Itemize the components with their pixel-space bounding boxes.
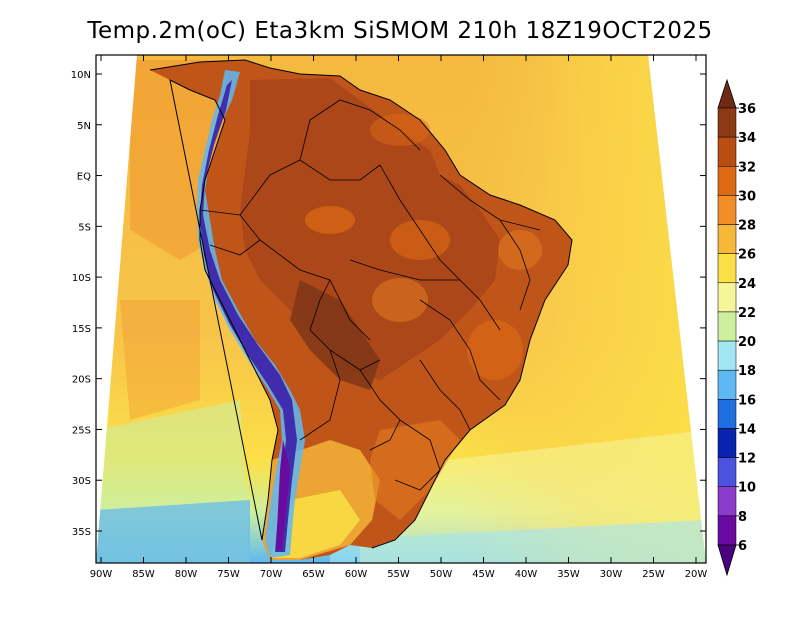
lon-tick-label: 35W [557,569,580,580]
land-patch-3 [372,278,428,322]
country-borders [199,99,541,491]
land-patch-2 [390,220,450,260]
colorbar-bin [717,340,737,371]
border-chile-argentina-north [299,349,341,441]
colorbar-label: 32 [738,160,756,175]
border-bolivia [309,279,381,371]
lon-tick-label: 75W [217,569,240,580]
border-brazil-states-5 [419,359,471,431]
lon-tick-label: 30W [600,569,623,580]
border-brazil-states-3 [419,299,501,401]
lon-tick-label: 20W [685,569,708,580]
colorbar-bin [717,282,737,313]
colorbar-label: 28 [738,219,756,234]
lat-tick-label: 20S [72,375,91,386]
lon-tick-label: 65W [302,569,325,580]
latitude-axis: 10N 5N EQ 5S 10S 15S 20S 25S 30S 35S [71,70,706,538]
colorbar-bin [717,195,737,225]
border-brazil-states-6 [499,219,531,311]
coastline [149,59,573,549]
atlantic-cold [330,520,706,563]
colorbar-bin [717,224,737,254]
colorbar-label: 24 [738,277,756,292]
colorbar-bin [717,486,737,517]
colorbar-top-arrow [717,78,737,109]
colorbar-bin [717,253,737,284]
colorbar-bin [717,107,737,138]
border-brazil-states-1 [379,164,501,331]
lat-tick-label: 5N [77,121,91,132]
border-venezuela-guyana [299,99,421,161]
colorbar-bin [717,311,737,342]
colorbar-label: 10 [738,481,756,496]
lat-tick-label: 35S [72,527,91,538]
border-brazil-states-2 [439,174,541,231]
colorbar-bin [717,399,737,429]
lat-tick-label: 25S [72,425,91,436]
lon-tick-label: 60W [345,569,368,580]
colorbar-label: 22 [738,306,756,321]
colorbar: 36 34 32 30 28 26 24 22 20 18 16 14 12 10 8 6 [717,78,756,577]
colorbar-bin [717,166,737,196]
longitude-axis: 90W 85W 80W 75W 70W 65W 60W 55W 50W 45W 40W 35W 30W 2… [90,55,708,580]
lon-tick-label: 85W [132,569,155,580]
lon-tick-label: 55W [387,569,410,580]
colorbar-label: 16 [738,393,756,408]
pacific-warm-south [120,300,200,420]
lat-tick-label: EQ [77,172,91,183]
colorbar-label: 18 [738,364,756,379]
colorbar-label: 36 [738,102,756,117]
colorbar-bin [717,428,737,458]
lat-tick-label: 15S [72,324,91,335]
lat-tick-label: 5S [78,222,91,233]
colorbar-bin [717,515,737,546]
colorbar-label: 12 [738,452,756,467]
border-colombia-brazil [239,159,381,216]
south-brazil-field [370,420,460,520]
colorbar-bin [717,457,737,487]
land-patch-1 [305,206,355,234]
lon-tick-label: 90W [90,569,113,580]
colorbar-label: 34 [738,131,756,146]
map-title: Temp.2m(oC) Eta3km SiSMOM 210h 18Z19OCT2… [87,18,713,44]
colorbar-label: 20 [738,335,756,350]
colorbar-bin [717,136,737,167]
lon-tick-label: 45W [472,569,495,580]
axis-frame [95,54,707,564]
lat-tick-label: 30S [72,476,91,487]
colorbar-label: 30 [738,189,756,204]
lon-tick-label: 50W [430,569,453,580]
map-field [96,55,706,563]
land-patch-4 [467,320,523,380]
colorbar-label: 8 [738,510,747,525]
lat-tick-label: 10S [72,273,91,284]
lon-tick-label: 40W [515,569,538,580]
lon-tick-label: 25W [642,569,665,580]
colorbar-bin [717,369,737,400]
pacific-cold [96,500,250,563]
lat-tick-label: 10N [71,70,91,81]
border-brazil-states-4 [349,259,460,281]
colorbar-bottom-arrow [717,544,737,577]
lon-tick-label: 80W [175,569,198,580]
colorbar-label: 26 [738,248,756,263]
lon-tick-label: 70W [260,569,283,580]
andes-coldest [276,440,290,550]
andes-core [200,80,297,552]
colorbar-label: 14 [738,422,756,437]
colorbar-label: 6 [738,539,747,554]
land-very-hot [290,280,380,390]
